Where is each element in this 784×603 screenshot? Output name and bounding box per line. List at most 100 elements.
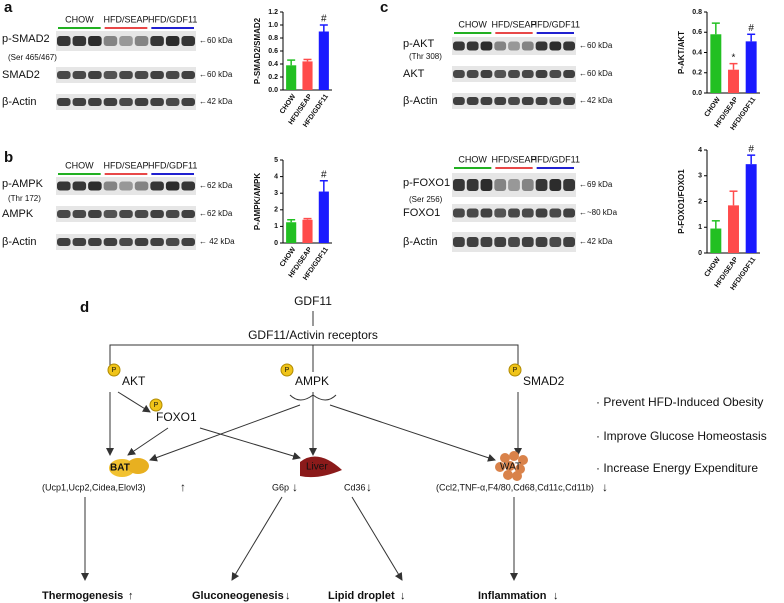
blot-band	[88, 210, 102, 218]
arrow	[127, 427, 169, 456]
x-tick-label: CHOW	[704, 96, 723, 118]
bat-icon	[109, 458, 149, 477]
blot-band	[508, 41, 520, 51]
kda-label: ←69 kDa	[579, 180, 613, 189]
gene-list: (Ccl2,TNF-α,F4/80,Cd68,Cd11c,Cd11b)	[436, 482, 594, 492]
blot-band	[480, 97, 493, 105]
outcome: Thermogenesis	[42, 590, 123, 602]
y-tick-label: 1.2	[268, 9, 278, 16]
blot-band	[521, 179, 534, 191]
blot-band	[57, 71, 71, 79]
y-tick-label: 0.8	[692, 9, 702, 16]
blot-band	[119, 71, 133, 79]
bar	[302, 219, 313, 243]
significance-mark: #	[321, 14, 327, 25]
up-arrow: ↑	[128, 590, 134, 602]
phospho-badge	[508, 363, 522, 377]
blot-band	[480, 41, 493, 51]
up-arrow: ↑	[180, 480, 186, 494]
bar	[710, 34, 722, 93]
blot-band	[480, 208, 493, 218]
bar-chart: 0.00.20.40.60.8P-AKT/AKTCHOW*HFD/SEAP#HF…	[677, 9, 760, 132]
phospho-badge	[280, 363, 294, 377]
blot-band	[57, 238, 71, 246]
panel-label: a	[4, 0, 13, 16]
tissue: WAT	[500, 462, 521, 473]
y-axis-label: P-AKT/AKT	[677, 31, 686, 74]
down-arrow: ↓	[366, 480, 372, 494]
blot-band	[119, 181, 133, 191]
blot-background	[56, 177, 196, 195]
panel-label: c	[380, 0, 388, 16]
blot-band	[466, 237, 479, 247]
bar	[745, 164, 757, 253]
blot-sublabel: (Ser 465/467)	[8, 53, 57, 62]
blot-band	[453, 41, 465, 51]
blot-band	[103, 210, 118, 218]
blot-band	[521, 70, 534, 78]
kda-label: ←~80 kDa	[579, 208, 618, 217]
x-tick-label: CHOW	[704, 256, 723, 278]
y-tick-label: 0.4	[268, 61, 278, 68]
y-tick-label: 0.8	[268, 35, 278, 42]
blot-band	[549, 70, 562, 78]
arrow	[289, 394, 337, 401]
blot-band	[521, 237, 534, 247]
blot-band	[494, 208, 507, 218]
blot-sublabel: (Thr 172)	[8, 194, 41, 203]
blot-band	[508, 70, 520, 78]
y-tick-label: 0.2	[692, 70, 702, 77]
significance-mark: #	[748, 144, 754, 155]
blot-band	[103, 238, 118, 246]
blot-band	[72, 181, 87, 191]
blot-band	[521, 97, 534, 105]
wat-icon	[495, 451, 528, 481]
blot-band	[535, 70, 548, 78]
kda-label: ←62 kDa	[199, 181, 233, 190]
blot-band	[150, 98, 164, 106]
group-label: HFD/SEAP	[103, 14, 148, 24]
group-label: CHOW	[65, 14, 94, 24]
y-tick-label: 3	[698, 173, 702, 180]
node: AKT	[122, 374, 146, 388]
blot-band	[508, 97, 520, 105]
blot-band	[103, 36, 118, 46]
blot-band	[103, 98, 118, 106]
blot-label: SMAD2	[2, 69, 40, 81]
blot-band	[494, 41, 507, 51]
group-label: CHOW	[65, 160, 94, 170]
blot-band	[150, 238, 164, 246]
group-label: HFD/SEAP	[103, 160, 148, 170]
y-axis-label: P-AMPK/AMPK	[253, 173, 262, 231]
bar-chart: 0.00.20.40.60.81.01.2P-SMAD2/SMAD2CHOWHF…	[253, 9, 332, 129]
y-axis-label: P-SMAD2/SMAD2	[253, 17, 262, 84]
blot-band	[88, 181, 102, 191]
y-tick-label: 2	[274, 207, 278, 214]
kda-label: ←60 kDa	[579, 69, 613, 78]
group-label: HFD/GDF11	[531, 154, 580, 164]
bar	[286, 65, 297, 90]
arrow	[117, 391, 151, 413]
gene-list: (Ucp1,Ucp2,Cidea,Elovl3)	[42, 482, 146, 492]
significance-mark: #	[748, 23, 754, 34]
effect: · Increase Energy Expenditure	[596, 461, 758, 475]
pathway-diagram: GDF11 GDF11/Activin receptors P AKT P AM…	[42, 294, 767, 602]
blot-band	[563, 70, 575, 78]
kda-label: ←42 kDa	[199, 97, 233, 106]
blot-label: AMPK	[2, 208, 34, 220]
blot-band	[535, 237, 548, 247]
down-arrow: ↓	[292, 480, 298, 494]
bar	[286, 222, 297, 243]
blot-band	[57, 181, 71, 191]
down-arrow: ↓	[602, 480, 608, 494]
blot-background	[56, 31, 196, 51]
blot-band	[57, 36, 71, 46]
blot-band	[150, 71, 164, 79]
group-label: HFD/GDF11	[148, 14, 197, 24]
blot-band	[494, 237, 507, 247]
outcome: Lipid droplet	[328, 590, 395, 602]
blot-band	[453, 208, 465, 218]
kda-label: ←60 kDa	[199, 36, 233, 45]
blot-band	[119, 210, 133, 218]
